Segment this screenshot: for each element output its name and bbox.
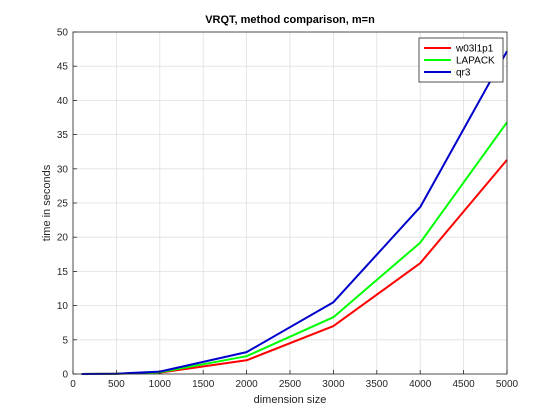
legend-entry: w03l1p1 <box>455 44 494 55</box>
legend-entry: LAPACK <box>456 56 495 67</box>
y-tick-label: 45 <box>57 62 69 73</box>
x-tick-label: 1500 <box>192 379 215 390</box>
y-tick-label: 50 <box>57 28 69 39</box>
y-axis-label: time in seconds <box>41 164 53 241</box>
x-tick-label: 3500 <box>366 379 389 390</box>
y-tick-label: 15 <box>57 267 69 278</box>
y-tick-label: 40 <box>57 96 69 107</box>
y-tick-label: 20 <box>57 233 69 244</box>
x-tick-label: 3000 <box>322 379 345 390</box>
y-tick-label: 30 <box>57 164 69 175</box>
x-tick-label: 500 <box>108 379 125 390</box>
x-tick-label: 4000 <box>409 379 432 390</box>
y-tick-label: 25 <box>57 199 69 210</box>
ticks: 0 500 1000 1500 2000 2500 3000 3500 4000 4500 5000… <box>57 28 519 391</box>
x-tick-label: 5000 <box>496 379 519 390</box>
y-tick-label: 5 <box>62 335 68 346</box>
y-tick-label: 35 <box>57 130 69 141</box>
legend-entry: qr3 <box>456 68 471 79</box>
chart-title: VRQT, method comparison, m=n <box>205 14 375 26</box>
x-tick-label: 2500 <box>279 379 302 390</box>
y-tick-label: 0 <box>62 370 68 381</box>
x-tick-label: 4500 <box>452 379 475 390</box>
y-tick-label: 10 <box>57 301 69 312</box>
x-tick-label: 2000 <box>235 379 258 390</box>
x-axis-label: dimension size <box>254 394 327 406</box>
x-tick-label: 0 <box>70 379 76 390</box>
x-tick-label: 1000 <box>149 379 172 390</box>
